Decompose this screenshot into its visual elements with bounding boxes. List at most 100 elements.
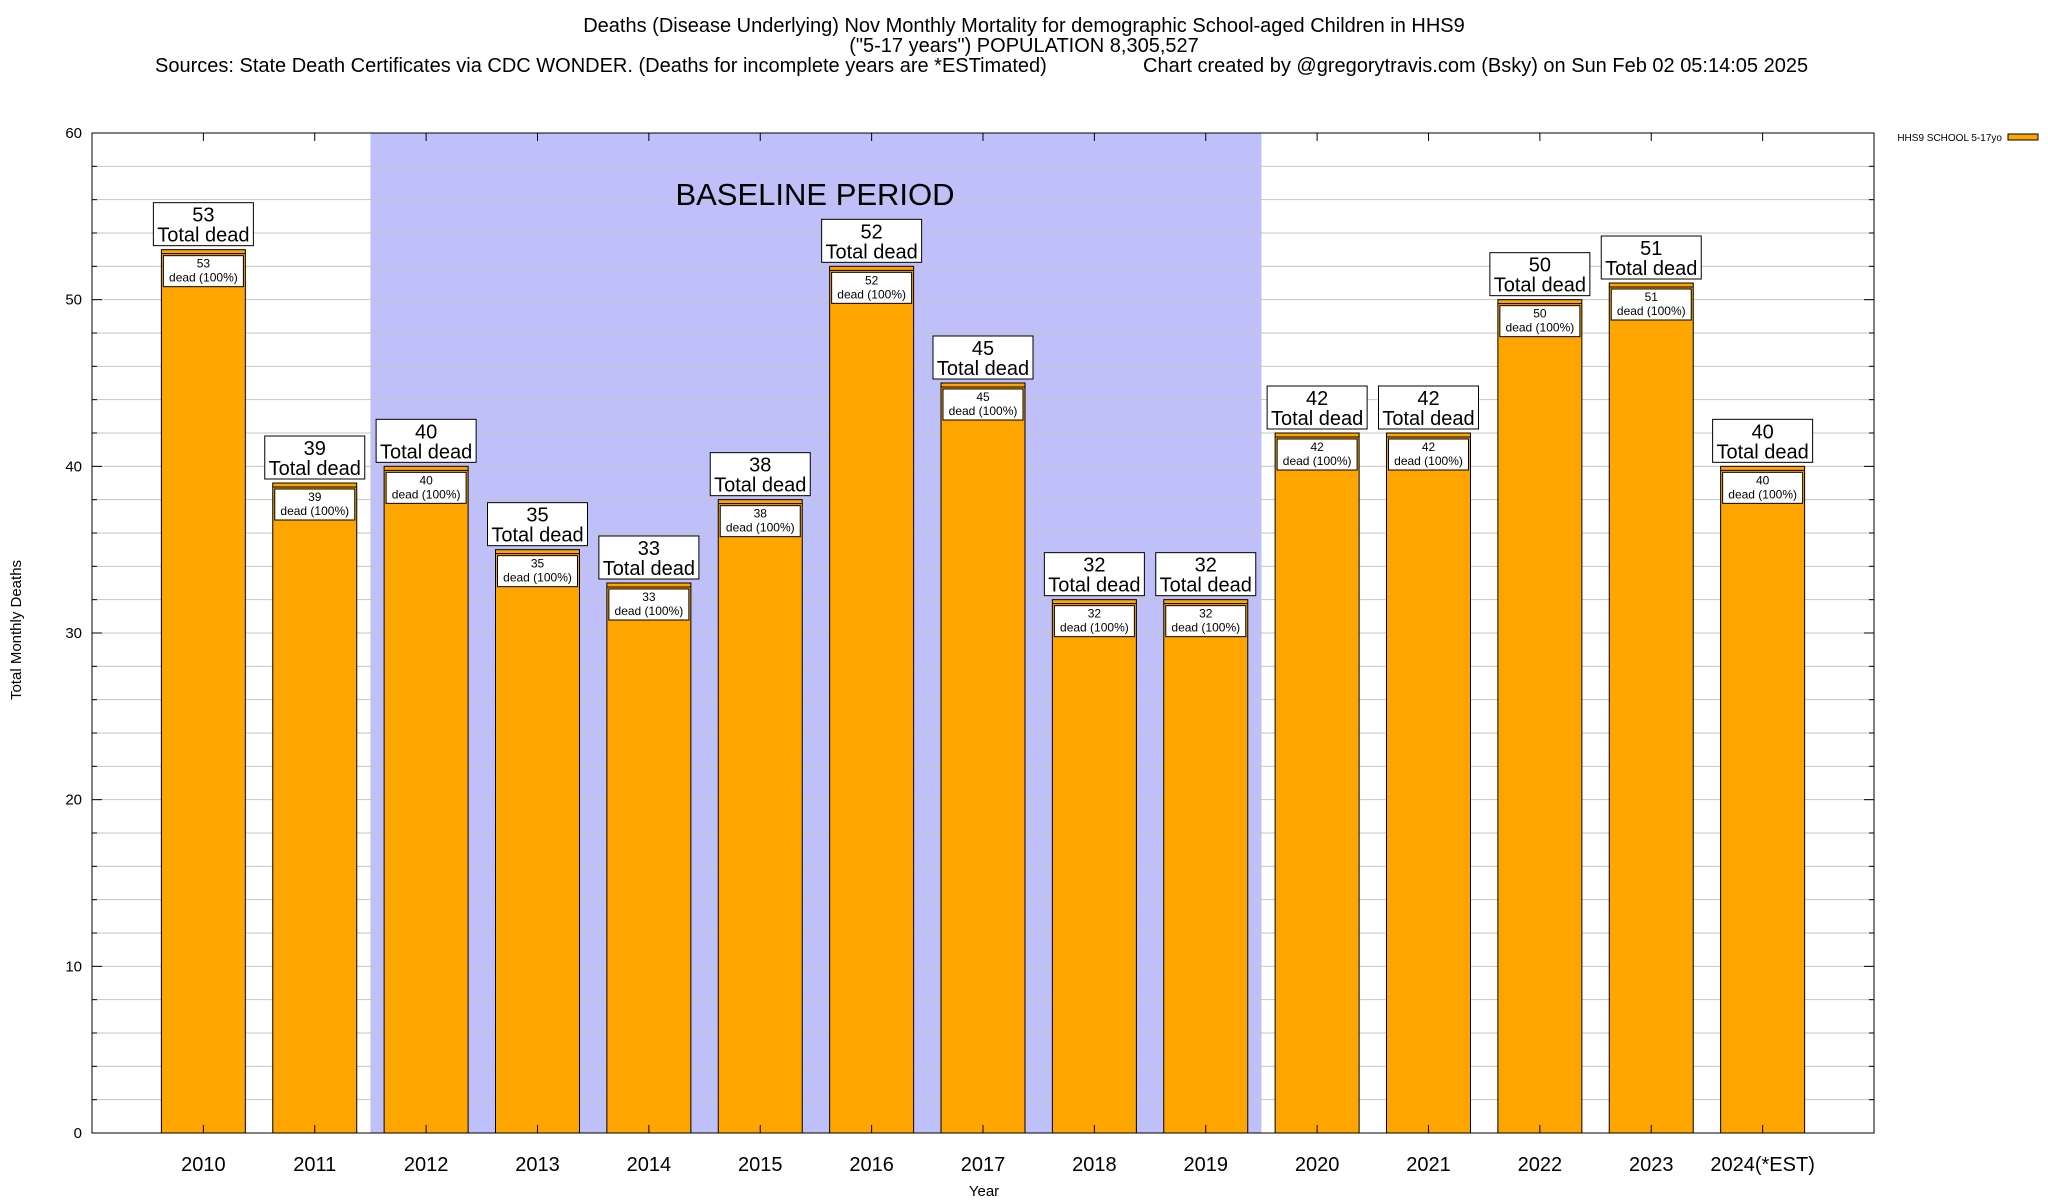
legend-swatch [2007, 133, 2039, 141]
bar [1386, 432, 1471, 1134]
legend: HHS9 SCHOOL 5-17yo [1897, 133, 2039, 144]
bar [717, 499, 803, 1134]
bar-inner-value-label: 39 [308, 490, 322, 504]
bar-total-label-box [932, 335, 1034, 380]
bar [383, 465, 469, 1134]
bar [1497, 299, 1583, 1134]
bar-total-value-label: 35 [526, 505, 548, 527]
x-tick-label: 2010 [181, 1154, 226, 1176]
bar-inner-pct-label: dead (100%) [1283, 454, 1352, 468]
bar-inner-value-label: 35 [531, 557, 545, 571]
bar-total-text-label: Total dead [491, 525, 583, 547]
bar-total-value-label: 33 [638, 538, 660, 560]
bar-total-value-label: 52 [861, 221, 883, 243]
bar-inner-label-box [1276, 438, 1358, 471]
axes-layer: 0 10 20 30 40 50 60 2010 2011 2012 2013 2014 2015 201… [65, 125, 1874, 1176]
bar-total-value-label: 32 [1083, 555, 1105, 577]
bar-total-label-box [1043, 552, 1145, 597]
bar [495, 549, 580, 1134]
bar-total-text-label: Total dead [825, 241, 917, 263]
bar-inner-pct-label: dead (100%) [1728, 487, 1797, 501]
x-tick-label: 2015 [738, 1154, 783, 1176]
bar-total-label-box [1712, 418, 1814, 463]
bar-total-value-label: 40 [415, 421, 437, 443]
x-tick-label: 2024(*EST) [1710, 1154, 1815, 1176]
bar-total-label-box [1155, 552, 1257, 597]
bar-inner-label-box [274, 488, 356, 521]
x-axis-label: Year [969, 1183, 999, 1200]
y-tick-label: 20 [65, 792, 82, 809]
bar-total-label-box [709, 452, 811, 497]
bar-total-value-label: 45 [972, 338, 994, 360]
bar-inner-pct-label: dead (100%) [503, 571, 572, 585]
bar-total-text-label: Total dead [1382, 408, 1474, 430]
bar-total-label-box [487, 502, 588, 547]
bar-inner-label-box [608, 588, 690, 621]
x-tick-label: 2022 [1518, 1154, 1563, 1176]
bar-total-text-label: Total dead [1160, 575, 1252, 597]
x-tick-label: 2011 [293, 1154, 336, 1176]
bar-inner-label-box [1053, 605, 1135, 638]
bar-inner-value-label: 53 [197, 257, 211, 271]
bar-inner-value-label: 40 [419, 473, 433, 487]
bar-total-label-box [264, 435, 366, 480]
bar-total-text-label: Total dead [1048, 575, 1140, 597]
bar-inner-label-box [719, 505, 801, 538]
x-tick-label: 2012 [404, 1154, 449, 1176]
bar-inner-label-box [162, 255, 244, 288]
bar-total-value-label: 32 [1195, 555, 1217, 577]
baseline-period-label: BASELINE PERIOD [675, 177, 954, 212]
bar-inner-pct-label: dead (100%) [837, 287, 906, 301]
bar-inner-pct-label: dead (100%) [615, 604, 684, 618]
bar-total-text-label: Total dead [1716, 441, 1808, 463]
bar-inner-value-label: 42 [1310, 440, 1324, 454]
chart-title-line1: Deaths (Disease Underlying) Nov Monthly … [583, 15, 1465, 37]
bar-inner-label-box [385, 471, 467, 504]
y-tick-label: 50 [65, 292, 82, 309]
bar-inner-value-label: 50 [1533, 307, 1547, 321]
bar-total-text-label: Total dead [1271, 408, 1363, 430]
x-tick-label: 2014 [627, 1154, 672, 1176]
x-tick-label: 2023 [1629, 1154, 1674, 1176]
bar-total-label-box [1378, 385, 1479, 430]
legend-label: HHS9 SCHOOL 5-17yo [1897, 133, 2002, 144]
y-tick-label: 30 [65, 625, 82, 642]
bar-total-value-label: 40 [1752, 421, 1774, 443]
bar-total-value-label: 50 [1529, 255, 1551, 277]
bar-total-text-label: Total dead [1494, 275, 1586, 297]
bar [272, 482, 358, 1134]
x-tick-label: 2021 [1406, 1154, 1451, 1176]
x-tick-label: 2017 [961, 1154, 1006, 1176]
bar-total-value-label: 39 [304, 438, 326, 460]
bar-total-value-label: 38 [749, 455, 771, 477]
bar-total-label-box [1266, 385, 1368, 430]
bar-total-value-label: 53 [192, 205, 214, 227]
bar-inner-pct-label: dead (100%) [1060, 621, 1129, 635]
bar-inner-value-label: 42 [1422, 440, 1436, 454]
bar [1608, 282, 1694, 1134]
bar-inner-label-box [1722, 471, 1804, 504]
x-tick-label: 2013 [515, 1154, 560, 1176]
bar-total-label-box [1600, 235, 1702, 280]
bar-total-value-label: 51 [1640, 238, 1662, 260]
x-tick-label: 2018 [1072, 1154, 1117, 1176]
bar-total-value-label: 42 [1306, 388, 1328, 410]
bar-total-text-label: Total dead [1605, 258, 1697, 280]
bar-inner-pct-label: dead (100%) [169, 271, 238, 285]
bar-total-label-box [821, 218, 923, 263]
bar-inner-value-label: 52 [865, 273, 879, 287]
bar [1720, 465, 1806, 1134]
y-tick-label: 10 [65, 958, 82, 975]
bar-inner-value-label: 33 [642, 590, 656, 604]
bar-inner-label-box [1610, 288, 1692, 321]
bar-inner-value-label: 51 [1645, 290, 1659, 304]
bar-total-label-box [152, 202, 254, 247]
bar-inner-pct-label: dead (100%) [726, 521, 795, 535]
bar [940, 382, 1026, 1134]
bar-total-text-label: Total dead [937, 358, 1029, 380]
bar-inner-pct-label: dead (100%) [1171, 621, 1240, 635]
bar-total-text-label: Total dead [714, 475, 806, 497]
chart-credit-text: Chart created by @gregorytravis.com (Bsk… [1143, 55, 1808, 77]
bar-inner-label-box [1499, 305, 1581, 338]
